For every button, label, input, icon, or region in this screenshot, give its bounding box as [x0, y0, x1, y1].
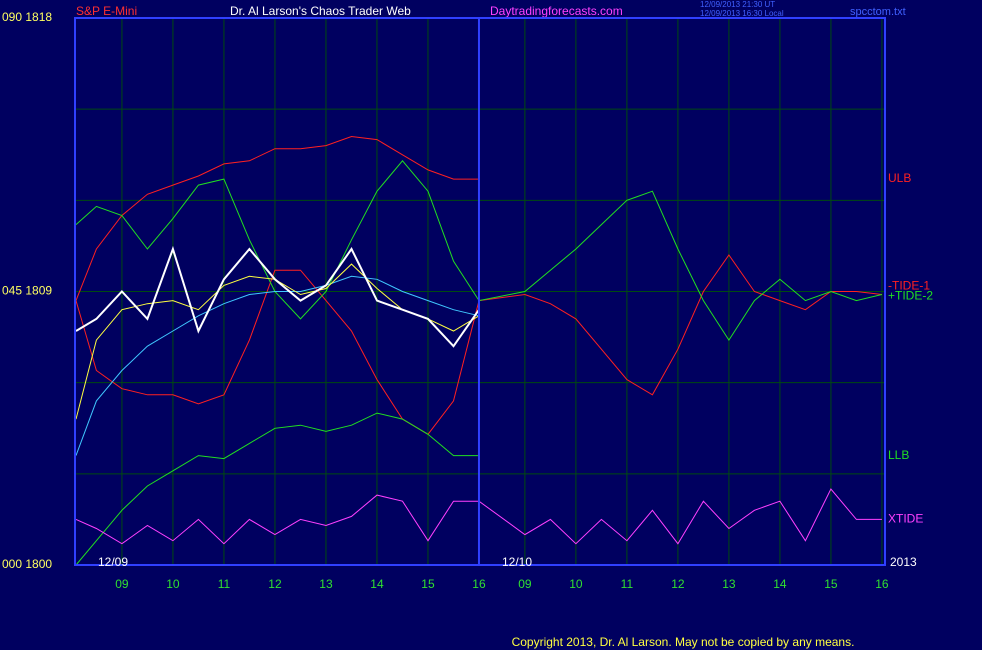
x-tick-label: 15: [421, 577, 435, 591]
x-tick-label: 11: [218, 577, 231, 591]
series-line: [75, 254, 882, 435]
series-line: [75, 275, 480, 456]
x-tick-label: 09: [518, 577, 532, 591]
y-tick-label: 000 1800: [2, 557, 52, 571]
x-tick-label: 10: [569, 577, 583, 591]
x-tick-label: 16: [875, 577, 889, 591]
date-label: 12/10: [502, 555, 532, 569]
timestamp-local: 12/09/2013 16:30 Local: [700, 9, 784, 18]
series-line: [75, 245, 480, 348]
y-tick-label: 090 1818: [2, 10, 52, 24]
x-tick-label: 12: [268, 577, 282, 591]
date-label: 12/09: [98, 555, 128, 569]
series-line: [75, 160, 883, 342]
x-tick-label: 13: [722, 577, 736, 591]
series-label: +TIDE-2: [888, 289, 933, 303]
y-tick-label: 045 1809: [2, 284, 52, 298]
x-tick-label: 14: [773, 577, 787, 591]
copyright: Copyright 2013, Dr. Al Larson. May not b…: [512, 635, 855, 649]
x-tick-label: 14: [370, 577, 384, 591]
x-tick-label: 15: [824, 577, 838, 591]
series-line: [75, 135, 479, 301]
x-tick-label: 16: [472, 577, 486, 591]
x-tick-label: 09: [115, 577, 129, 591]
instrument: S&P E-Mini: [76, 4, 137, 18]
x-tick-label: 11: [621, 577, 634, 591]
x-tick-label: 12: [671, 577, 685, 591]
series-label: -TIDE-1: [888, 279, 930, 293]
series-line: [75, 412, 479, 566]
site: Daytradingforecasts.com: [490, 4, 623, 18]
x-tick-label: 13: [319, 577, 333, 591]
file-name: spcctom.txt: [850, 6, 906, 18]
plot-frame: [74, 17, 886, 566]
plot: 090 1818 045 1809 000 1800 09 10 11 12 13 14 15 16…: [2, 10, 889, 591]
series-label: ULB: [888, 171, 911, 185]
timestamp-ut: 12/09/2013 21:30 UT: [700, 0, 775, 9]
series-label: XTIDE: [888, 512, 923, 526]
series-label: LLB: [888, 448, 909, 462]
chart-title: Dr. Al Larson's Chaos Trader Web: [230, 4, 411, 18]
series-line: [75, 488, 882, 545]
year-label: 2013: [890, 555, 917, 569]
x-tick-label: 10: [166, 577, 180, 591]
